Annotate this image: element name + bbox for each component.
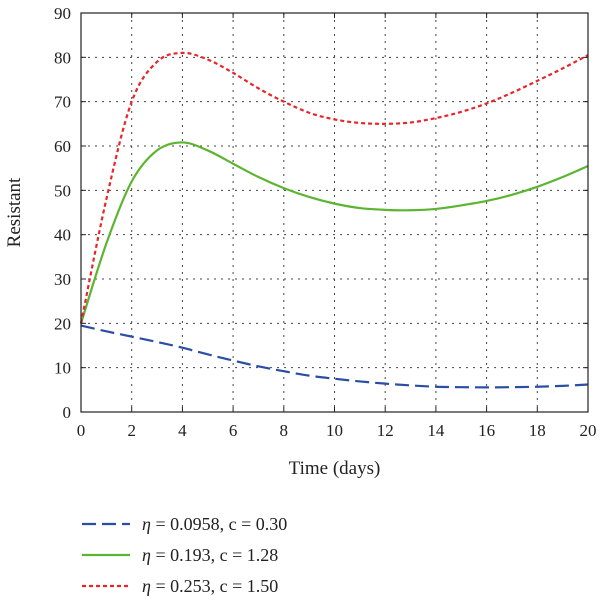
legend-label-symbol: η bbox=[142, 545, 151, 565]
y-tick-label: 40 bbox=[54, 226, 71, 245]
grid-lines bbox=[81, 13, 588, 412]
legend-item-eta-0-0958: η = 0.0958, c = 0.30 bbox=[82, 514, 287, 534]
legend-label-symbol: η bbox=[142, 514, 151, 534]
y-axis-title: Resistant bbox=[4, 177, 25, 247]
y-tick-label: 60 bbox=[54, 137, 71, 156]
y-tick-label: 50 bbox=[54, 181, 71, 200]
x-tick-label: 4 bbox=[178, 421, 187, 440]
legend-label-values: = 0.0958, c = 0.30 bbox=[151, 514, 287, 534]
y-tick-label: 30 bbox=[54, 270, 71, 289]
series-line-eta-0-0958 bbox=[80, 324, 589, 389]
x-tick-label: 14 bbox=[427, 421, 445, 440]
y-tick-label: 10 bbox=[54, 359, 71, 378]
legend-item-eta-0-193: η = 0.193, c = 1.28 bbox=[82, 545, 278, 565]
y-tick-label: 20 bbox=[54, 314, 71, 333]
x-tick-label: 10 bbox=[326, 421, 343, 440]
x-tick-label: 8 bbox=[280, 421, 289, 440]
legend-label: η = 0.193, c = 1.28 bbox=[142, 545, 278, 565]
x-tick-label: 0 bbox=[77, 421, 86, 440]
series-lines bbox=[79, 51, 589, 389]
y-tick-label: 90 bbox=[54, 4, 71, 23]
legend-label-values: = 0.193, c = 1.28 bbox=[151, 545, 278, 565]
legend-label-symbol: η bbox=[142, 576, 151, 596]
legend-item-eta-0-253: η = 0.253, c = 1.50 bbox=[82, 576, 278, 596]
x-axis-title: Time (days) bbox=[289, 458, 381, 479]
x-tick-label: 18 bbox=[529, 421, 546, 440]
x-tick-label: 2 bbox=[127, 421, 136, 440]
legend: η = 0.0958, c = 0.30η = 0.193, c = 1.28η… bbox=[82, 514, 287, 596]
plot-area-frame bbox=[80, 12, 589, 413]
y-tick-label: 70 bbox=[54, 93, 71, 112]
legend-label-values: = 0.253, c = 1.50 bbox=[151, 576, 278, 596]
axis-ticks: 0 2 4 6 8 10 12 14 16 18 20 0 10 20 30 40 50 60 70 80 90 bbox=[54, 4, 597, 440]
legend-label: η = 0.253, c = 1.50 bbox=[142, 576, 278, 596]
x-tick-label: 6 bbox=[229, 421, 238, 440]
legend-label: η = 0.0958, c = 0.30 bbox=[142, 514, 287, 534]
y-tick-label: 80 bbox=[54, 48, 71, 67]
series-line-eta-0-193 bbox=[79, 141, 589, 324]
x-tick-label: 12 bbox=[377, 421, 394, 440]
series-line-eta-0-253 bbox=[79, 51, 589, 324]
y-tick-label: 0 bbox=[63, 403, 72, 422]
x-tick-label: 20 bbox=[580, 421, 597, 440]
x-tick-label: 16 bbox=[478, 421, 495, 440]
